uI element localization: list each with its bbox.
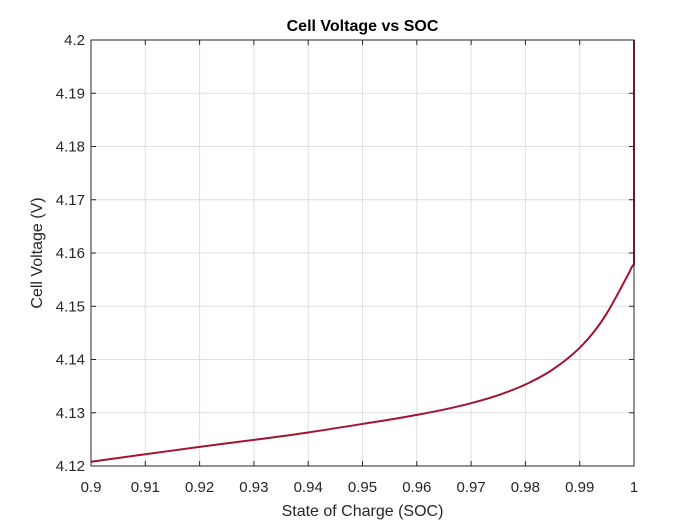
series-layer <box>90 40 635 463</box>
y-axis-label: Cell Voltage (V) <box>29 197 46 308</box>
x-tick-label: 0.98 <box>511 479 540 496</box>
y-tick-label: 4.18 <box>56 139 85 156</box>
y-tick-label: 4.19 <box>56 85 85 102</box>
x-tick-label: 1 <box>630 479 638 496</box>
chart-title: Cell Voltage vs SOC <box>287 18 439 35</box>
ticks: 0.9 0.91 0.92 0.93 0.94 0.95 0.96 0.97 0.98 0.99 1… <box>56 32 638 496</box>
y-tick-label: 4.15 <box>56 298 85 315</box>
y-tick-label: 4.13 <box>56 405 85 422</box>
x-tick-label: 0.9 <box>81 479 102 496</box>
y-tick-label: 4.2 <box>64 32 85 49</box>
x-axis-label: State of Charge (SOC) <box>282 503 444 520</box>
y-tick-label: 4.16 <box>56 245 85 262</box>
x-tick-label: 0.94 <box>294 479 323 496</box>
x-tick-label: 0.91 <box>131 479 160 496</box>
x-tick-label: 0.93 <box>239 479 268 496</box>
x-tick-label: 0.97 <box>456 479 485 496</box>
x-tick-label: 0.99 <box>565 479 594 496</box>
x-tick-label: 0.92 <box>185 479 214 496</box>
y-tick-label: 4.17 <box>56 192 85 209</box>
x-tick-label: 0.96 <box>402 479 431 496</box>
y-tick-label: 4.14 <box>56 352 85 369</box>
x-tick-label: 0.95 <box>348 479 377 496</box>
series-line-0 <box>90 40 635 463</box>
grid-lines <box>91 40 634 466</box>
y-tick-label: 4.12 <box>56 458 85 475</box>
